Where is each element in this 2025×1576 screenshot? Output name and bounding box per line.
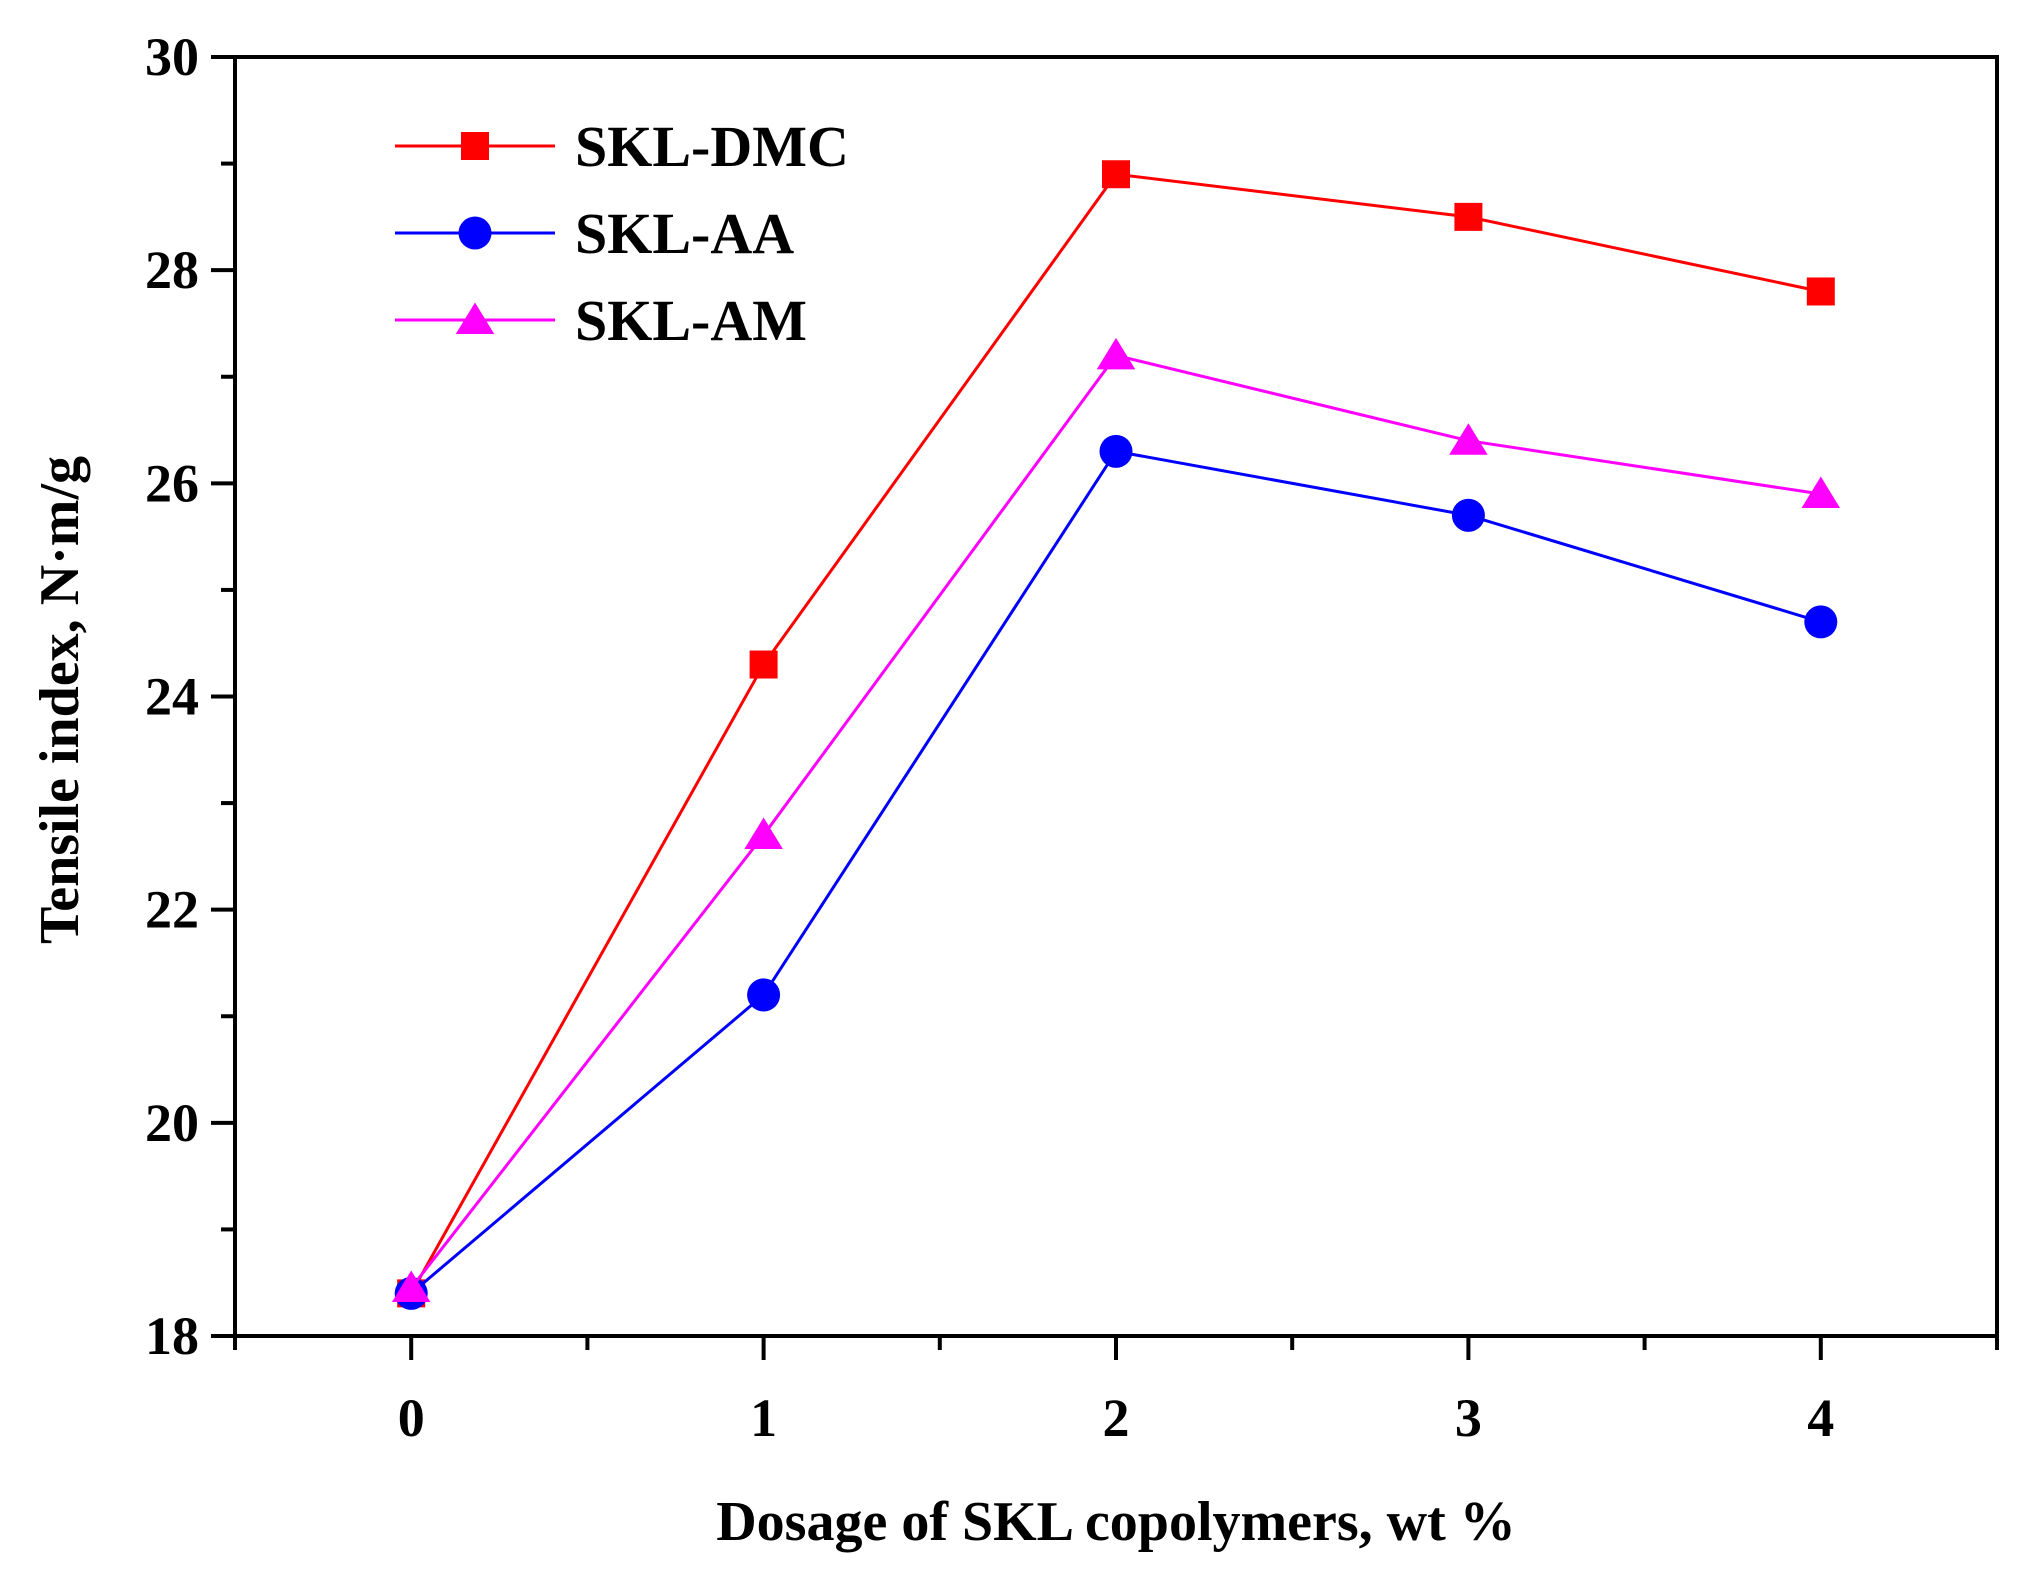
y-axis-title: Tensile index, N·m/g [29,456,91,944]
series-layer [391,160,1841,1310]
axis-tick-labels: 0 1 2 3 4 18 20 22 24 26 28 30 [145,27,1834,1448]
y-tick-label: 24 [145,667,199,727]
legend-marker-skl-aa [458,216,492,250]
series-line-skl-aa [410,449,1822,1295]
x-tick-label: 0 [398,1388,425,1448]
legend-item-skl-aa: SKL-AA [395,201,794,266]
data-point-skl-dmc [749,650,778,679]
series-skl-aa [394,434,1838,1310]
axis-ticks [211,55,1999,1360]
legend: SKL-DMC SKL-AA SKL-AM [395,114,849,353]
y-tick-label: 20 [145,1093,199,1153]
legend-marker-skl-dmc [461,132,489,160]
y-tick-label: 18 [145,1306,199,1366]
x-tick-label: 3 [1455,1388,1482,1448]
data-point-skl-aa [1451,498,1485,532]
data-point-skl-am [744,817,783,850]
data-point-skl-am [1449,423,1488,455]
data-point-skl-am [1801,476,1841,508]
legend-item-skl-am: SKL-AM [395,288,807,353]
legend-label: SKL-DMC [575,114,849,179]
y-tick-label: 26 [145,453,199,513]
data-point-skl-aa [1804,605,1838,639]
data-point-skl-aa [747,978,781,1012]
x-axis-title: Dosage of SKL copolymers, wt % [716,1491,1516,1553]
legend-marker-skl-am [455,302,495,334]
legend-label: SKL-AA [575,201,794,266]
data-point-skl-am [1096,337,1136,370]
data-point-skl-dmc [1454,202,1483,231]
x-tick-label: 4 [1807,1388,1834,1448]
series-line-skl-am [410,353,1822,1289]
legend-label: SKL-AM [575,288,807,353]
data-point-skl-aa [1099,434,1133,468]
data-point-skl-dmc [1102,160,1130,189]
x-tick-label: 1 [750,1388,777,1448]
series-skl-am [391,337,1841,1303]
legend-item-skl-dmc: SKL-DMC [395,114,849,179]
y-tick-label: 30 [145,27,199,87]
data-point-skl-am [391,1270,431,1303]
x-tick-label: 2 [1103,1388,1130,1448]
y-tick-label: 28 [145,240,199,300]
y-tick-label: 22 [145,880,199,940]
plot-frame [233,55,1999,1338]
data-point-skl-dmc [1806,277,1835,306]
